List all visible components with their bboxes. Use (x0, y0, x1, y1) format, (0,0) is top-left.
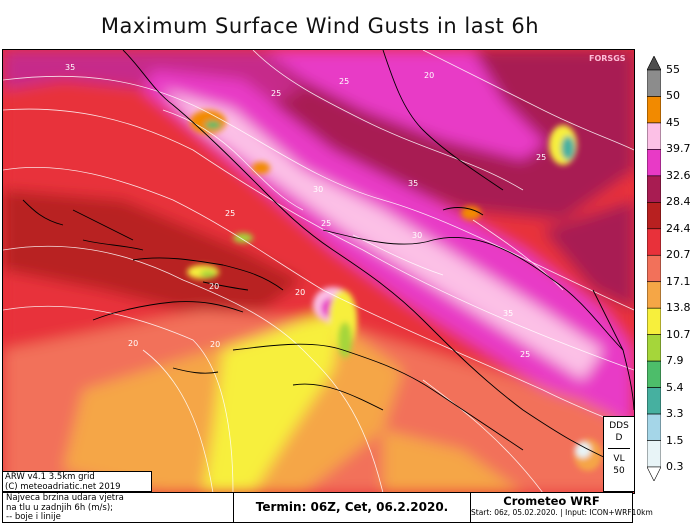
contour-label: 25 (225, 209, 235, 218)
colorbar-segment (647, 334, 661, 362)
contour-label: 20 (209, 282, 219, 291)
colorbar-segment (647, 254, 661, 283)
map-corner-tag: FORSGS (589, 54, 626, 63)
colorbar-tick-label: 3.3 (666, 407, 684, 421)
colorbar-bottom-arrow (647, 466, 661, 481)
colorbar-segment (647, 360, 661, 388)
colorbar-tick-label: 17.1 (666, 274, 691, 288)
contour-label: 30 (412, 231, 422, 240)
brand-name: Crometeo WRF (503, 494, 600, 508)
map-canvas: 35 25 20 25 30 35 25 25 30 25 20 20 35 2… (3, 50, 634, 493)
dds-line4: 50 (613, 466, 625, 476)
colorbar-tick-label: 45 (666, 115, 680, 129)
footer: Najveca brzina udara vjetra na tlu u zad… (2, 492, 653, 523)
colorbar-tick-label: 5.4 (666, 380, 684, 394)
contour-label: 20 (210, 340, 220, 349)
contour-label: 35 (503, 309, 513, 318)
colorbar-tick-label: 24.4 (666, 221, 691, 235)
colorbar-segment (647, 228, 661, 256)
colorbar-tick-label: 39.7 (666, 142, 691, 156)
contour-label: 20 (424, 71, 434, 80)
colorbar-tick-label: 1.5 (666, 433, 684, 447)
contour-label: 20 (295, 288, 305, 297)
contour-label: 25 (536, 153, 546, 162)
colorbar-segment (647, 202, 661, 230)
credit-line2: (C) meteoadriatic.net 2019 (5, 482, 121, 492)
contour-label: 25 (321, 219, 331, 228)
contour-label: 25 (520, 350, 530, 359)
colorbar-tick-label: 28.4 (666, 195, 691, 209)
contour-label: 20 (128, 339, 138, 348)
contour-label: 30 (313, 185, 323, 194)
dds-info-box: DDS D VL 50 (603, 416, 635, 492)
colorbar-tick-label: 0.3 (666, 460, 684, 473)
dds-line3: VL (613, 454, 625, 464)
colorbar-segment (647, 122, 661, 150)
brand-run-info: Start: 06z, 05.02.2020. | Input: ICON+WR… (471, 508, 653, 517)
dds-line1: DDS (609, 421, 629, 431)
credit-line1: ARW v4.1 3.5km grid (5, 472, 95, 482)
colorbar-segment (647, 175, 661, 203)
dds-line2: D (615, 433, 623, 443)
colorbar-tick-label: 7.9 (666, 354, 684, 368)
colorbar-segment (647, 440, 661, 468)
colorbar-tick-label: 20.7 (666, 248, 691, 262)
contour-label: 25 (339, 77, 349, 86)
colorbar-segment (647, 96, 661, 124)
description-line: -- boje i linije (6, 512, 61, 522)
field-description: Najveca brzina udara vjetra na tlu u zad… (3, 493, 233, 522)
colorbar-tick-label: 10.7 (666, 327, 691, 341)
contour-label: 35 (65, 63, 75, 72)
colorbar (647, 56, 661, 481)
model-brand: Crometeo WRF Start: 06z, 05.02.2020. | I… (471, 493, 653, 522)
dds-divider (608, 448, 630, 449)
colorbar-tick-label: 50 (666, 89, 680, 103)
colorbar-tick-label: 13.8 (666, 301, 691, 315)
contour-label: 25 (271, 89, 281, 98)
contour-label: 35 (408, 179, 418, 188)
colorbar-segment (647, 413, 661, 441)
description-line: Najveca brzina udara vjetra (6, 493, 124, 503)
colorbar-tick-label: 32.6 (666, 168, 691, 182)
forecast-term: Termin: 06Z, Cet, 06.2.2020. (233, 493, 471, 522)
colorbar-tick-label: 55 (666, 63, 680, 76)
colorbar-segment (647, 69, 661, 97)
colorbar-segment (647, 387, 661, 415)
colorbar-segment (647, 149, 661, 177)
wind-gust-map[interactable]: 35 25 20 25 30 35 25 25 30 25 20 20 35 2… (2, 49, 635, 494)
colorbar-segment (647, 307, 661, 335)
colorbar-top-arrow (647, 56, 661, 71)
map-title: Maximum Surface Wind Gusts in last 6h (100, 14, 540, 38)
model-credit: ARW v4.1 3.5km grid (C) meteoadriatic.ne… (2, 471, 152, 492)
colorbar-segment (647, 281, 661, 309)
description-line: na tlu u zadnjih 6h (m/s); (6, 502, 114, 513)
